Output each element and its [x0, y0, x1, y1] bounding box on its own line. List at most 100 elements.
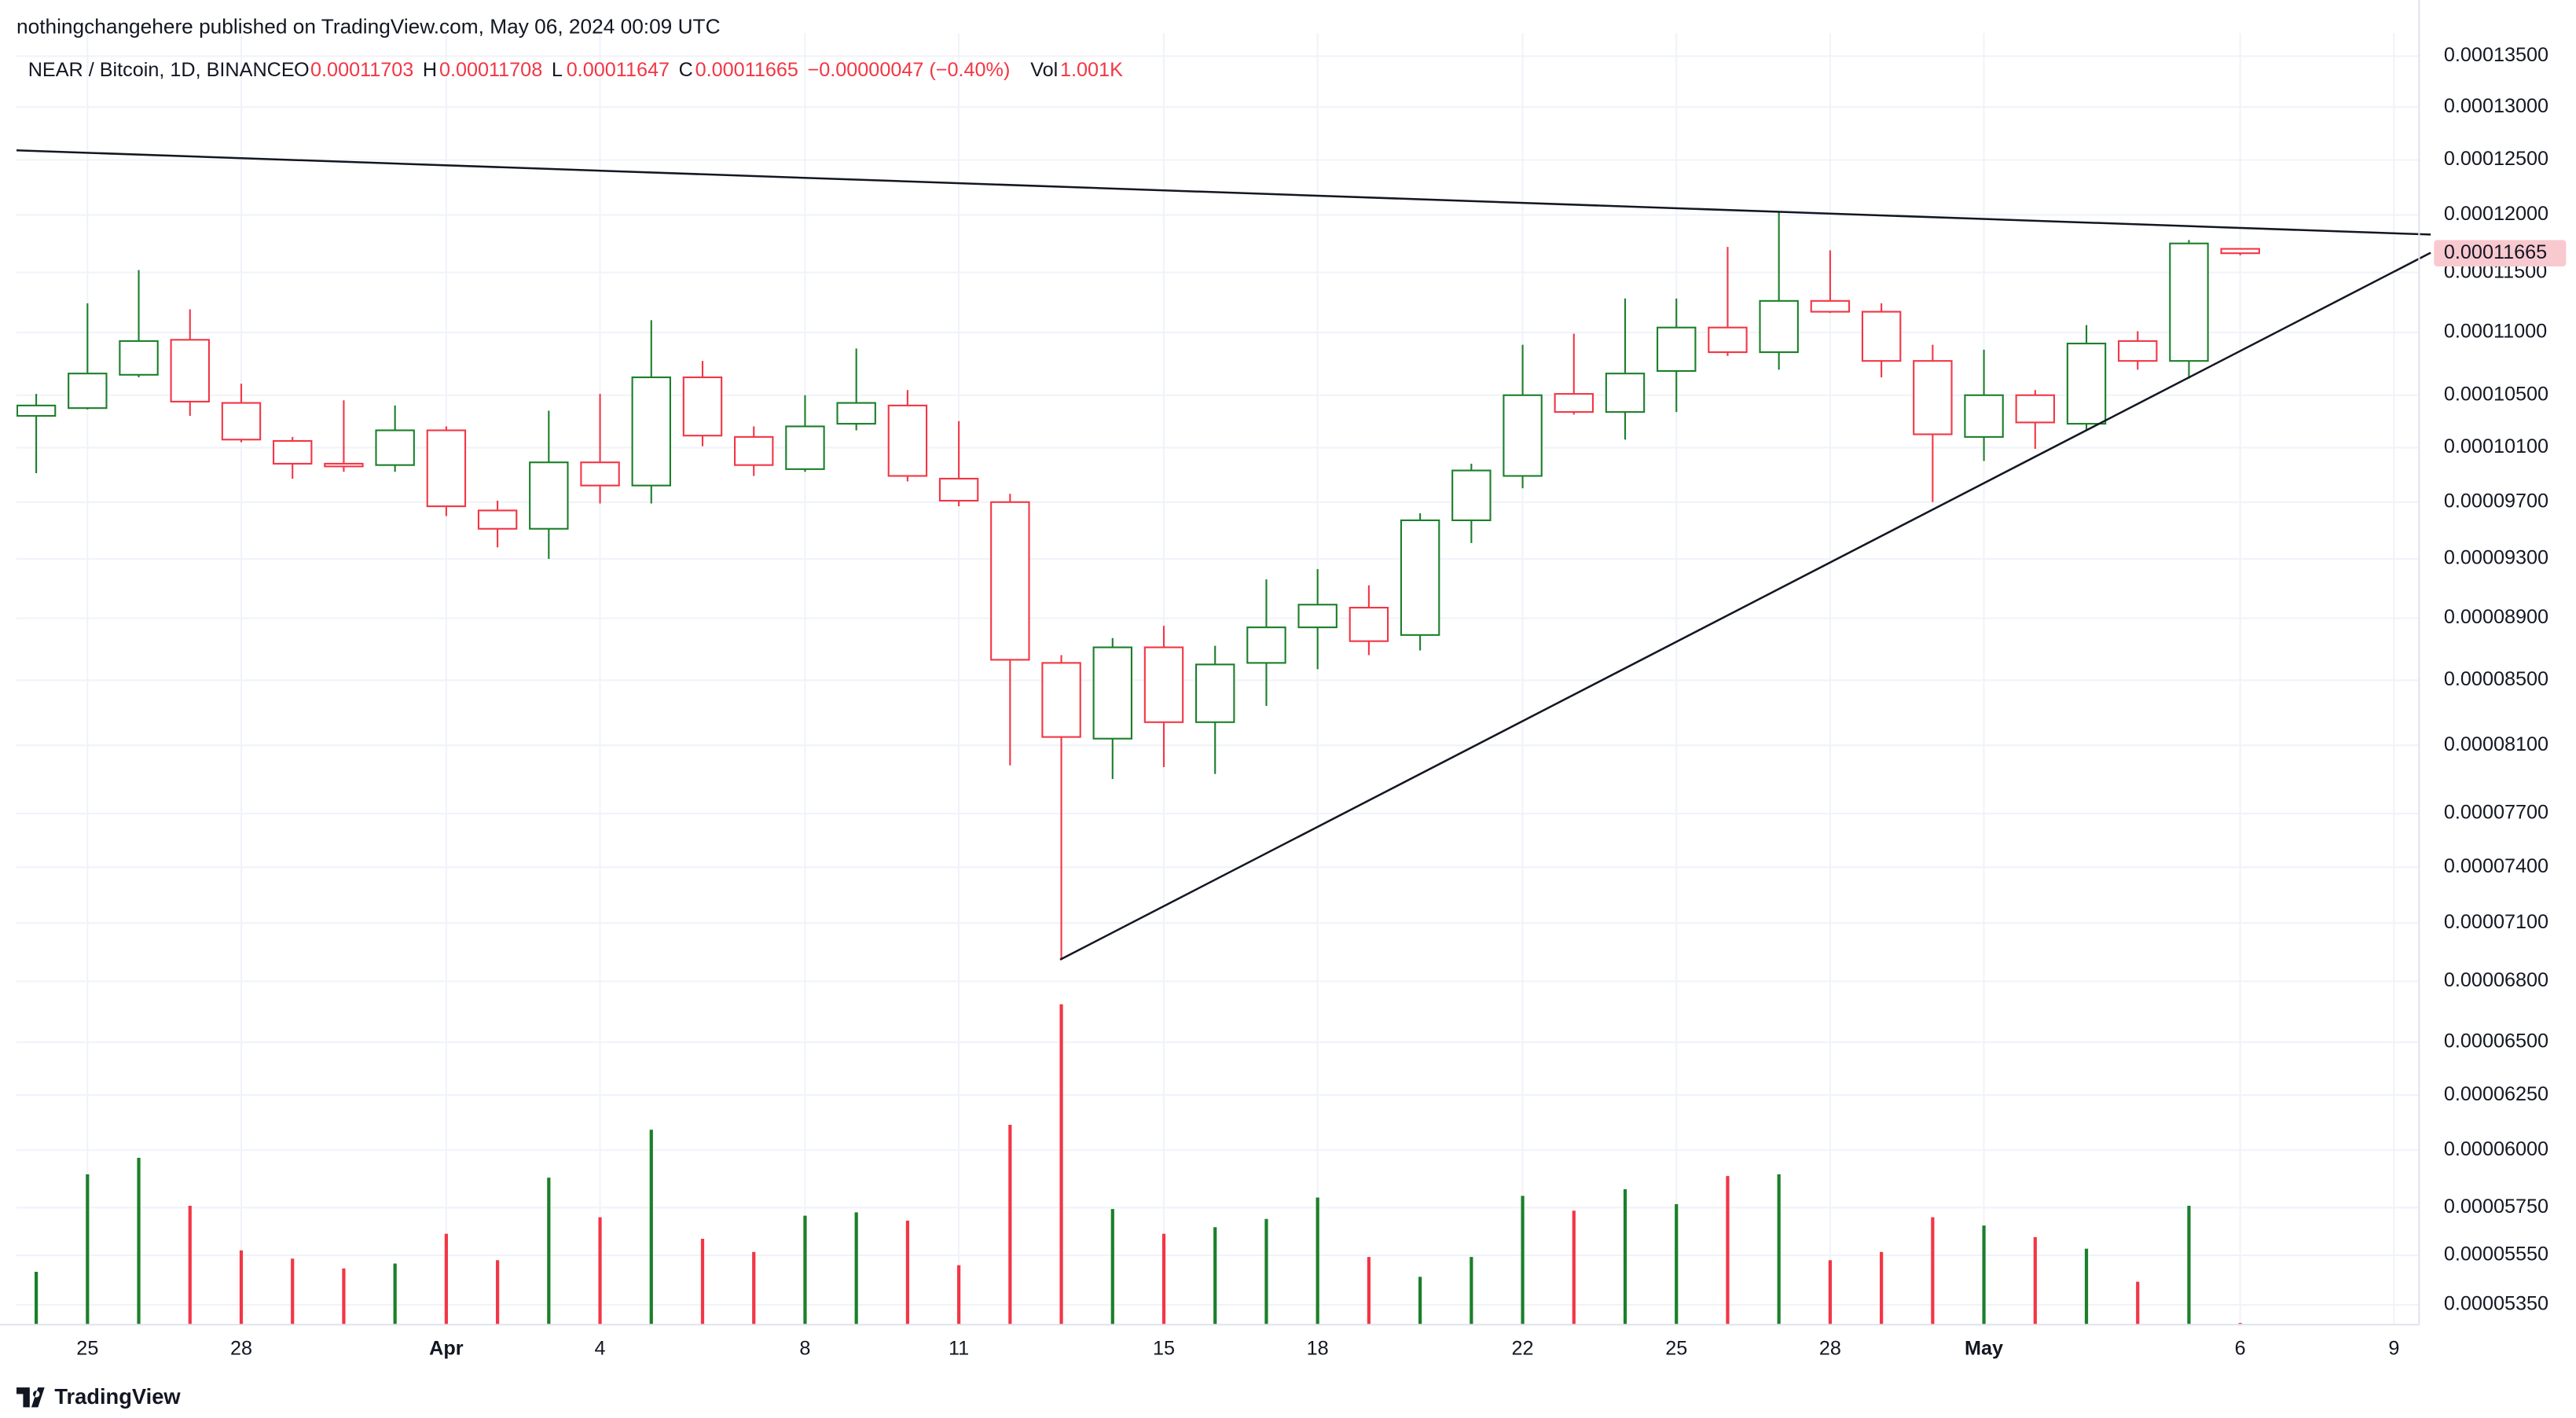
candle-body	[273, 439, 313, 465]
x-tick-label: 15	[1153, 1337, 1175, 1359]
y-tick-label: 0.00012000	[2444, 203, 2548, 225]
trend-line[interactable]	[1059, 252, 2431, 961]
candle-body	[2169, 242, 2209, 362]
candle-body	[375, 429, 415, 466]
candle-body	[1657, 326, 1697, 373]
candle-body	[1913, 360, 1953, 435]
y-tick-label: 0.00010100	[2444, 435, 2548, 457]
axes: 0.00013500 0.00013000 0.00012500 0.00012000…	[0, 0, 2567, 1359]
close-key: C	[679, 59, 693, 81]
candle-body	[990, 501, 1030, 661]
x-tick-label: 9	[2388, 1337, 2399, 1359]
y-tick-label: 0.00006000	[2444, 1138, 2548, 1160]
last-price-badge	[2434, 240, 2567, 266]
candle-body	[2015, 394, 2056, 424]
high-key: H	[423, 59, 437, 81]
y-tick-label: 0.00006500	[2444, 1030, 2548, 1052]
y-tick-label: 0.00009700	[2444, 490, 2548, 512]
y-tick-label: 0.00005350	[2444, 1293, 2548, 1315]
candle-body	[887, 404, 928, 477]
open-value: 0.00011703	[310, 59, 413, 81]
candle-body	[1246, 626, 1286, 664]
candle-body	[1810, 299, 1851, 313]
change: −0.00000047 (−0.40%)	[808, 59, 1011, 81]
y-tick-label: 0.00007700	[2444, 802, 2548, 824]
attribution: nothingchangehere published on TradingVi…	[17, 15, 721, 39]
candle-body	[1092, 646, 1132, 740]
candle-body	[1861, 310, 1902, 362]
candle-body	[477, 509, 518, 530]
y-tick-label: 0.00011000	[2444, 321, 2547, 343]
y-tick-label: 0.00009300	[2444, 547, 2548, 569]
y-tick-label: 0.00007400	[2444, 855, 2548, 877]
candle-body	[1605, 373, 1646, 413]
candle-body	[324, 462, 364, 468]
y-tick-label: 0.00010500	[2444, 383, 2548, 405]
x-tick-label: May	[1965, 1337, 2003, 1359]
y-tick-label: 0.00005750	[2444, 1196, 2548, 1218]
y-tick-label: 0.00008500	[2444, 668, 2548, 690]
high-value: 0.00011708	[439, 59, 542, 81]
candle-body	[580, 461, 620, 487]
grid	[17, 33, 2420, 1325]
candle-body	[1400, 519, 1440, 636]
candle-body	[529, 461, 569, 530]
candle-body	[1964, 394, 2004, 438]
candle-body	[2118, 340, 2158, 362]
y-tick-label: 0.00006800	[2444, 969, 2548, 991]
x-tick-label: 22	[1512, 1337, 1534, 1359]
candle-body	[1041, 662, 1081, 738]
candle-body	[734, 435, 774, 466]
candle-body	[2220, 248, 2260, 255]
x-tick-label: 8	[799, 1337, 810, 1359]
y-tick-label: 0.00012500	[2444, 148, 2548, 170]
low-key: L	[552, 59, 563, 81]
x-tick-label: 28	[230, 1337, 252, 1359]
logo-mark	[17, 1387, 45, 1408]
x-tick-label: 4	[595, 1337, 606, 1359]
x-tick-label: 28	[1819, 1337, 1841, 1359]
y-tick-label: 0.00013500	[2444, 44, 2548, 66]
candle-pane	[17, 211, 2260, 960]
close-value: 0.00011665	[695, 59, 798, 81]
x-tick-label: 25	[76, 1337, 98, 1359]
candle-body	[836, 402, 876, 425]
candle-body	[17, 404, 57, 417]
y-tick-label: 0.00008100	[2444, 733, 2548, 755]
footer-logo[interactable]: TradingView	[17, 1384, 181, 1409]
candle-body	[1503, 394, 1543, 477]
x-tick-label: 18	[1307, 1337, 1329, 1359]
trend-line[interactable]	[16, 149, 2431, 236]
candle-body	[1195, 663, 1235, 723]
legend: NEAR / Bitcoin, 1D, BINANCE O 0.00011703…	[28, 59, 1123, 81]
candle-body	[1708, 326, 1748, 354]
y-tick-label: 0.00008900	[2444, 606, 2548, 628]
last-price-label: 0.00011665	[2444, 241, 2547, 263]
candle-body	[221, 402, 262, 441]
candle-body	[68, 373, 108, 410]
volume-key: Vol	[1030, 59, 1058, 81]
y-tick-label: 0.00007100	[2444, 911, 2548, 933]
candle-body	[1759, 299, 1799, 354]
x-tick-label: Apr	[429, 1337, 464, 1359]
symbol: NEAR / Bitcoin, 1D, BINANCE	[28, 59, 295, 81]
candle-body	[682, 376, 723, 437]
candle-body	[1297, 604, 1338, 629]
candle-body	[119, 340, 159, 376]
candle-body	[2066, 342, 2107, 425]
brand: TradingView	[54, 1384, 181, 1409]
volume-pane	[34, 1004, 2242, 1325]
volume-value: 1.001K	[1060, 59, 1123, 81]
candle-body	[426, 429, 467, 508]
candle-body	[170, 339, 210, 403]
y-tick-label: 0.00013000	[2444, 95, 2548, 117]
candle-body	[938, 477, 979, 502]
open-key: O	[294, 59, 310, 81]
candle-body	[1349, 607, 1389, 642]
x-tick-label: 25	[1665, 1337, 1687, 1359]
candle-body	[631, 376, 671, 487]
low-value: 0.00011647	[567, 59, 670, 81]
x-tick-label: 11	[949, 1337, 969, 1359]
